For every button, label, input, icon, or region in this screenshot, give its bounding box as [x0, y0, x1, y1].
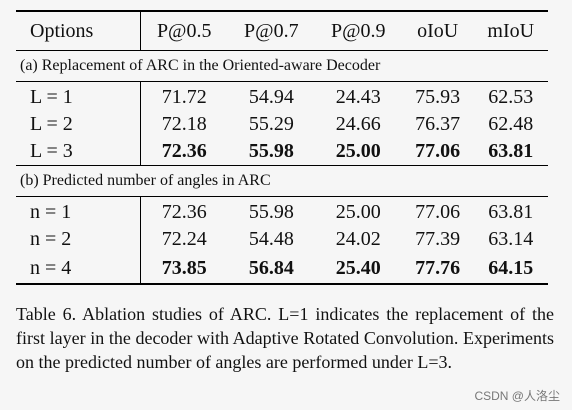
cell-p09: 25.00: [335, 201, 381, 223]
cell-p07: 55.98: [248, 140, 294, 162]
table-row: n = 4 73.85 56.84 25.40 77.76 64.15: [16, 253, 548, 285]
cell-miou: 63.81: [488, 140, 534, 162]
cell-p05: 72.18: [161, 113, 207, 135]
cell-oiou: 77.06: [415, 201, 461, 223]
cell-p05: 72.36: [161, 140, 207, 162]
header-p05: P@0.5: [156, 19, 212, 42]
cell-p05: 72.36: [161, 201, 207, 223]
row-option: L = 3: [16, 138, 141, 166]
section-b-title: (b) Predicted number of angles in ARC: [16, 165, 548, 197]
cell-oiou: 77.39: [415, 228, 461, 250]
cell-p09: 25.40: [314, 253, 402, 285]
row-option: n = 1: [16, 196, 141, 226]
watermark: CSDN @人洛尘: [474, 389, 560, 403]
header-miou: mIoU: [487, 19, 535, 42]
ablation-table-container: Options P@0.5 P@0.7 P@0.9 oIoU mIoU (a) …: [16, 10, 548, 285]
cell-miou: 64.15: [473, 253, 548, 285]
cell-p07: 56.84: [227, 253, 315, 285]
cell-miou: 62.48: [488, 113, 534, 135]
cell-oiou: 77.06: [415, 140, 461, 162]
cell-p07: 55.29: [248, 113, 294, 135]
cell-oiou: 75.93: [415, 86, 461, 108]
table-row: L = 2 72.18 55.29 24.66 76.37 62.48: [16, 111, 548, 138]
cell-p09: 24.02: [335, 228, 381, 250]
cell-p09: 24.66: [335, 113, 381, 135]
cell-p05: 72.24: [161, 228, 207, 250]
cell-miou: 63.14: [488, 228, 534, 250]
cell-p07: 54.48: [248, 228, 294, 250]
cell-p09: 25.00: [335, 140, 381, 162]
cell-p07: 54.94: [248, 86, 294, 108]
header-p07: P@0.7: [244, 19, 299, 42]
cell-p05: 73.85: [140, 253, 228, 285]
section-b-title-row: (b) Predicted number of angles in ARC: [16, 165, 548, 197]
row-option: L = 1: [16, 81, 141, 111]
section-a-title: (a) Replacement of ARC in the Oriented-a…: [16, 50, 548, 82]
cell-miou: 62.53: [488, 86, 534, 108]
row-option: n = 4: [16, 253, 141, 285]
header-p09: P@0.9: [331, 19, 386, 42]
section-a-title-row: (a) Replacement of ARC in the Oriented-a…: [16, 50, 548, 82]
header-row: Options P@0.5 P@0.7 P@0.9 oIoU mIoU: [16, 11, 548, 51]
row-option: L = 2: [16, 111, 141, 138]
header-options: Options: [16, 11, 141, 51]
cell-miou: 63.81: [488, 201, 534, 223]
cell-oiou: 77.76: [401, 253, 474, 285]
cell-p05: 71.72: [161, 86, 207, 108]
table-row: n = 2 72.24 54.48 24.02 77.39 63.14: [16, 226, 548, 253]
cell-p07: 55.98: [248, 201, 294, 223]
cell-oiou: 76.37: [415, 113, 461, 135]
table-row: n = 1 72.36 55.98 25.00 77.06 63.81: [16, 196, 548, 226]
table-row: L = 3 72.36 55.98 25.00 77.06 63.81: [16, 138, 548, 166]
row-option: n = 2: [16, 226, 141, 253]
table-caption: Table 6. Ablation studies of ARC. L=1 in…: [16, 304, 554, 372]
ablation-table: Options P@0.5 P@0.7 P@0.9 oIoU mIoU (a) …: [16, 10, 548, 285]
table-row: L = 1 71.72 54.94 24.43 75.93 62.53: [16, 81, 548, 111]
cell-p09: 24.43: [335, 86, 381, 108]
header-oiou: oIoU: [417, 19, 459, 42]
